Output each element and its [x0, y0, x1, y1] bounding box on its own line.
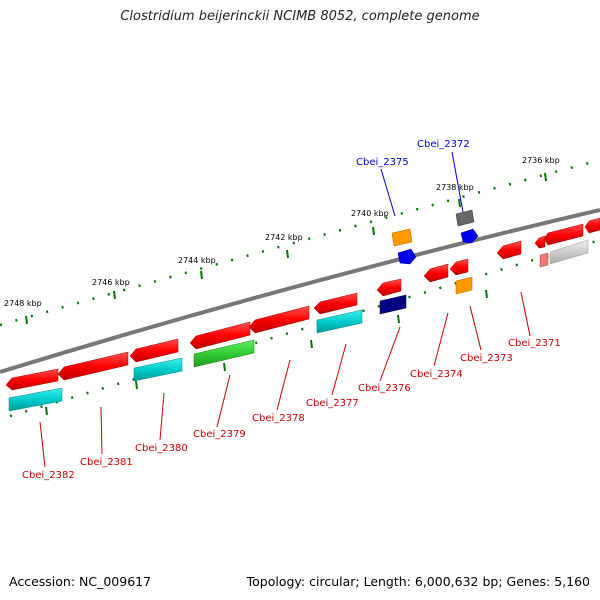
gene-cbei-2377 — [313, 292, 358, 315]
gene-red-small — [534, 235, 546, 249]
gene-cbei-2375-orange — [391, 228, 413, 247]
gene-cbei-2375 — [397, 248, 417, 265]
gene-cbei-2380-cyan — [133, 357, 183, 382]
topology-text: Topology: circular; Length: 6,000,632 bp… — [246, 574, 590, 589]
gene-label-cbei-2372: Cbei_2372 — [417, 139, 470, 150]
gene-features-row2 — [8, 239, 589, 412]
gene-cbei-2371 — [496, 240, 522, 260]
gene-label-cbei-2381: Cbei_2381 — [80, 457, 133, 468]
gene-cbei-2381 — [57, 351, 129, 381]
gene-cbei-2378-a — [189, 321, 251, 350]
genome-backbone — [0, 208, 600, 374]
scale-ruler-outer — [0, 158, 600, 327]
gene-label-cbei-2371: Cbei_2371 — [508, 338, 561, 349]
gene-cbei-2382-cyan — [8, 387, 63, 412]
gene-features-red — [5, 217, 600, 391]
scale-label-2738: 2738 kbp — [436, 183, 474, 192]
scale-label-2736: 2736 kbp — [522, 156, 560, 165]
gene-cbei-2374 — [423, 263, 449, 283]
gene-label-cbei-2374: Cbei_2374 — [410, 369, 463, 380]
gene-label-cbei-2377: Cbei_2377 — [306, 398, 359, 409]
gene-label-cbei-2378: Cbei_2378 — [252, 413, 305, 424]
gene-label-cbei-2379: Cbei_2379 — [193, 429, 246, 440]
gene-cbei-2382 — [5, 368, 59, 391]
gene-cbei-2372 — [460, 228, 479, 244]
gene-cbei-2377-cyan — [316, 309, 363, 334]
gene-cbei-2376-navy — [379, 294, 407, 315]
gene-label-cbei-2375: Cbei_2375 — [356, 157, 409, 168]
gene-cbei-2380 — [129, 338, 179, 363]
gene-cbei-2376 — [376, 278, 402, 297]
map-title: Clostridium beijerinckii NCIMB 8052, com… — [120, 9, 480, 24]
scale-label-2742: 2742 kbp — [265, 233, 303, 242]
gene-pink-small — [539, 252, 549, 268]
gene-cbei-2373-orange — [455, 276, 473, 295]
scale-label-2740: 2740 kbp — [351, 209, 389, 218]
gene-cbei-2378-b — [248, 305, 310, 334]
gene-cbei-2373 — [449, 258, 469, 276]
gene-cbei-2379 — [193, 339, 255, 368]
gene-red-right-1 — [543, 223, 584, 246]
gene-red-right-2 — [584, 217, 600, 234]
scale-label-2748: 2748 kbp — [4, 299, 42, 308]
accession-text: Accession: NC_009617 — [9, 574, 152, 589]
gene-label-cbei-2382: Cbei_2382 — [22, 470, 75, 481]
gene-label-cbei-2373: Cbei_2373 — [460, 353, 513, 364]
gene-label-cbei-2376: Cbei_2376 — [358, 383, 411, 394]
gene-light-gray — [549, 239, 589, 265]
gene-features-upper — [391, 209, 479, 265]
gene-label-cbei-2380: Cbei_2380 — [135, 443, 188, 454]
scale-ruler-inner — [9, 238, 600, 418]
gene-leader-lines — [39, 151, 531, 468]
scale-label-2744: 2744 kbp — [178, 256, 216, 265]
scale-label-2746: 2746 kbp — [92, 278, 130, 287]
gene-cbei-2372-gray — [455, 209, 475, 227]
